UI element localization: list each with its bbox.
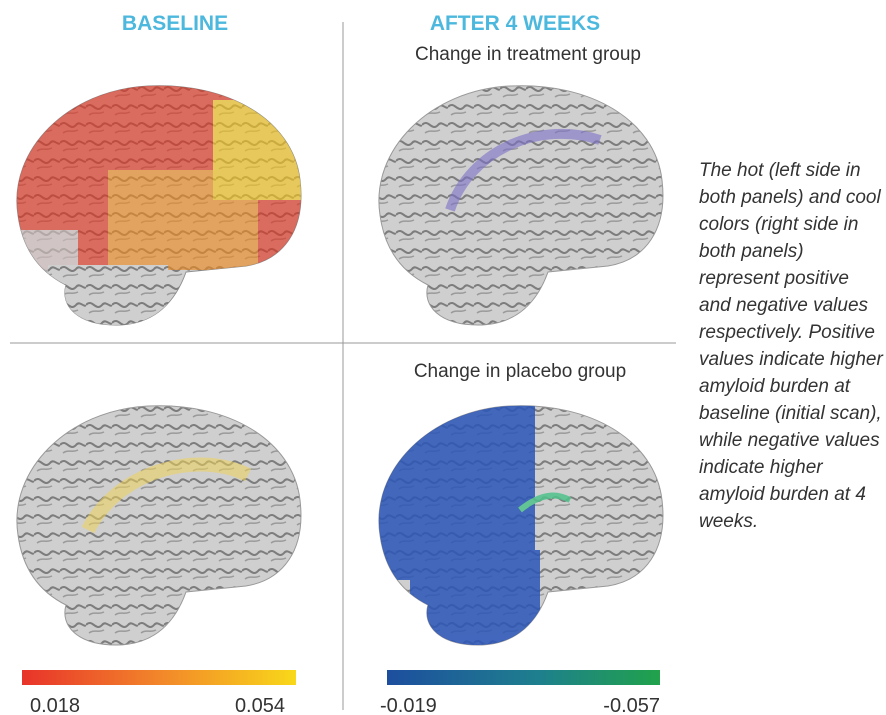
cool-colorbar [387, 670, 660, 685]
brain-placebo [370, 400, 663, 650]
after-heading: AFTER 4 WEEKS [430, 12, 600, 35]
hot-max-label: 0.054 [235, 695, 285, 715]
treatment-label: Change in treatment group [415, 44, 641, 65]
brain-baseline-bottom [17, 406, 301, 645]
hot-colorbar [22, 670, 296, 685]
cool-max-label: -0.057 [603, 695, 660, 715]
placebo-label: Change in placebo group [414, 361, 626, 382]
page: BASELINE AFTER 4 WEEKS Change in treatme… [0, 0, 886, 715]
caption: The hot (left side in both panels) and c… [699, 157, 885, 535]
hot-min-label: 0.018 [30, 695, 80, 715]
brain-treatment [379, 86, 663, 325]
baseline-heading: BASELINE [122, 12, 228, 35]
brain-baseline-top [8, 80, 308, 335]
cool-min-label: -0.019 [380, 695, 437, 715]
